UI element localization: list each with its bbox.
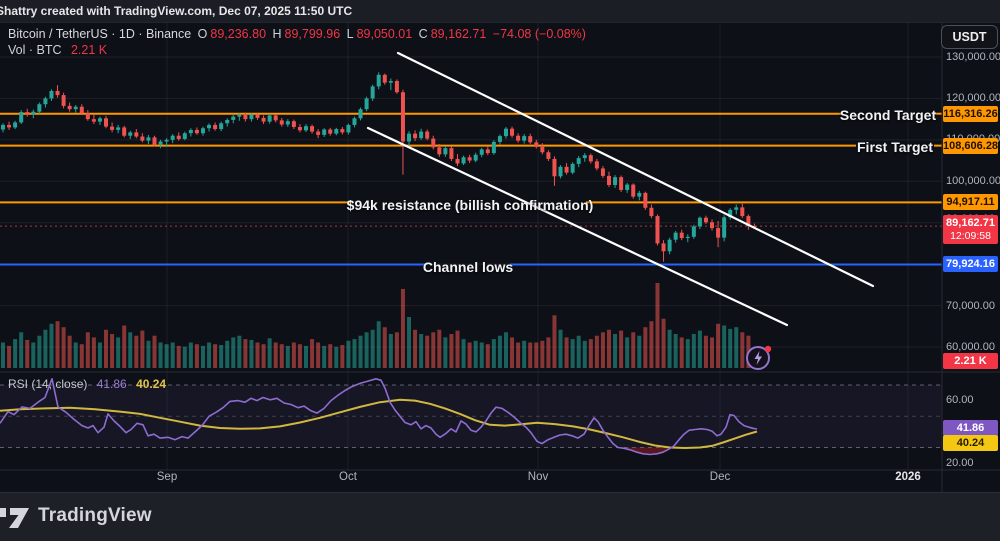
price-tick-130000: 130,000.00 xyxy=(946,51,1000,63)
rsi-tick-20: 20.00 xyxy=(946,457,974,469)
footer-bar: TradingView xyxy=(0,492,1000,541)
close-label: C xyxy=(418,27,428,41)
resistance-label[interactable]: $94k resistance (billish confirmation) xyxy=(346,197,594,213)
time-label-nov: Nov xyxy=(527,471,549,483)
rsi-value: 41.86 xyxy=(96,377,127,391)
watermark-text: Shattry created with TradingView.com, De… xyxy=(0,4,353,18)
price-tick-120000: 120,000.00 xyxy=(946,92,1000,104)
channel-lows-label[interactable]: Channel lows xyxy=(422,259,514,275)
rsi-ma-value: 40.24 xyxy=(136,377,167,391)
high-value: 89,799.96 xyxy=(284,27,341,41)
price-tick-100000: 100,000.00 xyxy=(946,175,1000,187)
time-label-oct: Oct xyxy=(339,471,357,483)
tradingview-logo-icon[interactable] xyxy=(0,502,38,532)
symbol-legend[interactable]: Bitcoin / TetherUS · 1D · Binance O 89,23… xyxy=(8,27,589,41)
open-label: O xyxy=(197,27,208,41)
close-value: 89,162.71 xyxy=(430,27,487,41)
second-target-label[interactable]: Second Target xyxy=(839,107,937,123)
second-target-price-badge[interactable]: 116,316.26 xyxy=(943,106,998,122)
candle-countdown: 12:09:58 xyxy=(950,230,991,242)
resistance-price-badge[interactable]: 94,917.11 xyxy=(943,194,998,210)
time-label-sep: Sep xyxy=(156,471,178,483)
rsi-title: RSI (14, close) xyxy=(8,377,88,391)
first-target-label[interactable]: First Target xyxy=(857,139,933,155)
low-value: 89,050.01 xyxy=(356,27,413,41)
channel-lows-price-badge[interactable]: 79,924.16 xyxy=(943,256,998,272)
watermark-bar: Shattry created with TradingView.com, De… xyxy=(0,0,1000,23)
rsi-legend[interactable]: RSI (14, close) 41.86 40.24 xyxy=(8,377,166,391)
tradingview-brand-text[interactable]: TradingView xyxy=(38,505,152,526)
time-label-2026: 2026 xyxy=(895,471,921,483)
high-label: H xyxy=(272,27,282,41)
last-price-badge[interactable]: 89,162.71 12:09:58 xyxy=(943,215,998,244)
change-value: −74.08 (−0.08%) xyxy=(492,27,586,41)
last-price-value: 89,162.71 xyxy=(946,217,995,229)
boost-lightning-icon[interactable] xyxy=(744,343,776,373)
price-tick-70000: 70,000.00 xyxy=(946,300,995,312)
rsi-ma-value-badge[interactable]: 40.24 xyxy=(943,435,998,451)
symbol-title[interactable]: Bitcoin / TetherUS · 1D · Binance xyxy=(8,27,192,41)
currency-toggle-button[interactable]: USDT xyxy=(941,25,998,49)
first-target-price-badge[interactable]: 108,606.28 xyxy=(943,138,999,154)
open-value: 89,236.80 xyxy=(210,27,267,41)
price-tick-60000: 60,000.00 xyxy=(946,341,995,353)
rsi-tick-60: 60.00 xyxy=(946,394,974,406)
low-label: L xyxy=(346,27,354,41)
volume-legend[interactable]: Vol · BTC 2.21 K xyxy=(8,43,107,57)
volume-badge[interactable]: 2.21 K xyxy=(943,353,998,369)
volume-label: Vol · BTC xyxy=(8,43,62,57)
volume-value: 2.21 K xyxy=(70,43,108,57)
rsi-value-badge[interactable]: 41.86 xyxy=(943,420,998,436)
time-label-dec: Dec xyxy=(709,471,731,483)
